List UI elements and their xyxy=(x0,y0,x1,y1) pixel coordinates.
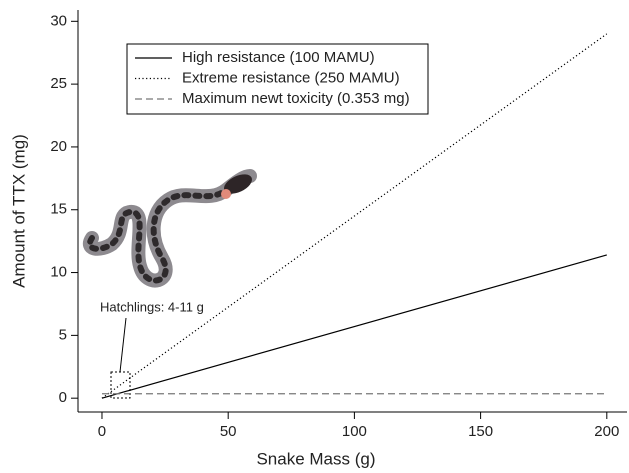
legend-label: Maximum newt toxicity (0.353 mg) xyxy=(182,90,410,107)
x-tick-label: 150 xyxy=(468,423,493,440)
y-tick-label: 25 xyxy=(50,75,67,92)
x-tick-label: 50 xyxy=(220,423,237,440)
annotation: Hatchlings: 4-11 g xyxy=(100,299,204,314)
legend-box xyxy=(126,43,429,115)
y-tick-label: 15 xyxy=(50,201,67,218)
y-tick-label: 10 xyxy=(50,264,67,281)
series-line xyxy=(101,254,607,399)
snake-illustration xyxy=(83,169,257,288)
x-tick-label: 100 xyxy=(342,423,367,440)
y-axis-label: Amount of TTX (mg) xyxy=(9,134,28,288)
x-axis-label: Snake Mass (g) xyxy=(256,449,375,468)
y-tick-label: 20 xyxy=(50,138,67,155)
legend-label: High resistance (100 MAMU) xyxy=(182,49,375,66)
annotation-pointer xyxy=(119,317,127,373)
legend-label: Extreme resistance (250 MAMU) xyxy=(182,69,400,86)
series-line xyxy=(101,33,608,399)
y-tick-label: 5 xyxy=(59,326,67,343)
y-tick-label: 0 xyxy=(59,389,67,406)
x-tick-label: 200 xyxy=(594,423,619,440)
x-tick-label: 0 xyxy=(98,423,106,440)
y-tick-label: 30 xyxy=(50,12,67,29)
